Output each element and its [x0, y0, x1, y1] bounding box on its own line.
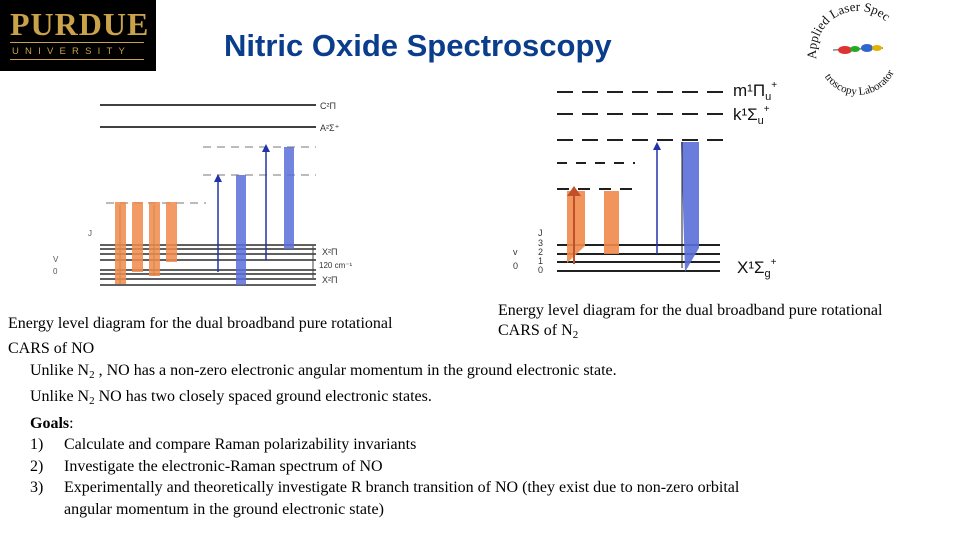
- lab-seal: Applied Laser Spec troscopy Laboratory: [803, 0, 897, 98]
- goals-heading: Goals:: [30, 414, 74, 432]
- j-tick-2: 2: [538, 247, 543, 257]
- caption-n2: Energy level diagram for the dual broadb…: [498, 301, 882, 345]
- axis-v: V: [53, 255, 59, 264]
- j-tick-1: 1: [538, 256, 543, 266]
- blue-arrows-n2: [653, 142, 699, 272]
- seal-beam-icon: [832, 44, 884, 54]
- goal-1: 1) Calculate and compare Raman polarizabi…: [30, 436, 417, 453]
- label-x2pi-32: X²Π: [322, 247, 338, 257]
- goal-2: 2) Investigate the electronic-Raman spect…: [30, 457, 383, 475]
- j-tick-3: 3: [538, 238, 543, 248]
- label-gap: 120 cm⁻¹: [319, 261, 352, 270]
- n2-energy-level-diagram: m¹Πu+ k¹Σu+ X¹Σg+ J 3 2 1 0 v 0: [513, 80, 777, 280]
- caption-no-line1: Energy level diagram for the dual broadb…: [8, 315, 393, 332]
- axis-j-n2: J: [538, 228, 543, 238]
- axis-v-zero-n2: 0: [513, 261, 518, 271]
- label-c2pi: C²Π: [320, 101, 336, 111]
- caption-n2-line1: Energy level diagram for the dual broadb…: [498, 302, 883, 319]
- label-a2sigma: A²Σ⁺: [320, 123, 340, 133]
- label-k1sigma: k¹Σu+: [733, 104, 770, 127]
- axis-v-zero: 0: [53, 267, 58, 276]
- axis-j: J: [88, 229, 92, 238]
- page-title: Nitric Oxide Spectroscopy: [224, 28, 612, 63]
- orange-arrows-n2: [567, 186, 619, 264]
- axis-v-n2: v: [513, 247, 518, 257]
- logo-rule-bottom: [10, 59, 144, 60]
- caption-n2-line2: CARS of N2: [498, 322, 579, 341]
- orange-raman-arrows: [115, 202, 177, 284]
- logo-main-text: PURDUE: [10, 6, 150, 42]
- caption-no-line2: CARS of NO: [8, 340, 95, 357]
- label-m1pi: m¹Πu+: [733, 80, 777, 103]
- logo-sub-text: UNIVERSITY: [12, 46, 132, 57]
- blue-raman-arrows: [214, 144, 294, 285]
- goal-3-continuation: angular momentum in the ground electroni…: [64, 500, 384, 518]
- no-energy-level-diagram: C²Π A²Σ⁺ X²Π 120 cm⁻¹ X²Π J V 0: [53, 101, 352, 286]
- body-line-2: Unlike N2 NO has two closely spaced grou…: [30, 388, 432, 407]
- label-x2pi-12: X²Π: [322, 275, 338, 285]
- j-tick-0: 0: [538, 265, 543, 275]
- upper-dashed-levels: [557, 91, 723, 190]
- label-x1sigma: X¹Σg+: [737, 257, 777, 280]
- purdue-logo: PURDUE UNIVERSITY: [0, 0, 156, 71]
- body-text: CARS of NO Unlike N2 , NO has a non-zero…: [8, 338, 948, 520]
- logo-rule: [10, 42, 144, 43]
- goal-3: 3) Experimentally and theoretically inves…: [30, 479, 740, 496]
- body-line-1: Unlike N2 , NO has a non-zero electronic…: [30, 361, 617, 381]
